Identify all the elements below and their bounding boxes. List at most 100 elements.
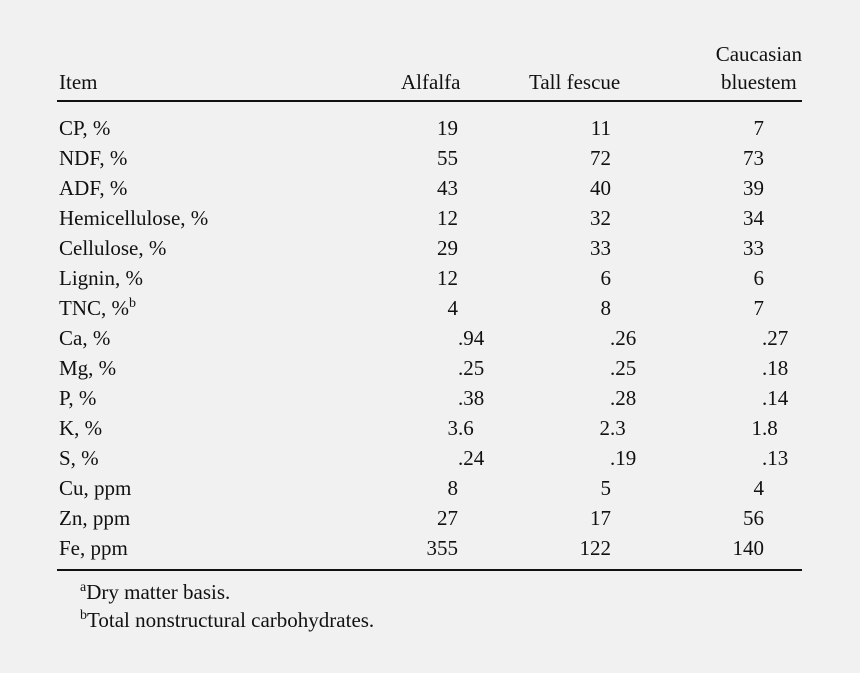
- bottom-rule: [57, 569, 802, 571]
- cell-tall-fescue: 8: [600, 296, 612, 320]
- row-item-label: Lignin, %: [59, 263, 143, 293]
- cell-alfalfa: 3.6: [447, 416, 474, 440]
- cell-alfalfa: 355: [426, 536, 459, 560]
- cell-tall-fescue: 33: [590, 236, 611, 260]
- cell-alfalfa: .38: [458, 386, 485, 410]
- table-row: Ca, % .94 .26 .27: [57, 323, 802, 353]
- cell-tall-fescue: .26: [610, 326, 637, 350]
- cell-alfalfa: 43: [437, 176, 458, 200]
- cell-alfalfa: 55: [437, 146, 458, 170]
- table-header: Item Alfalfa Tall fescue Caucasian blues…: [57, 36, 802, 100]
- row-item-text: Zn, ppm: [59, 506, 131, 530]
- header-caucasian-bluestem: Caucasian bluestem: [716, 40, 802, 96]
- cell-caucasian-bluestem: 6: [753, 266, 765, 290]
- row-item-text: S, %: [59, 446, 99, 470]
- cell-caucasian-bluestem: 7: [753, 116, 765, 140]
- row-item-label: P, %: [59, 383, 96, 413]
- footnote-mark: b: [80, 608, 87, 623]
- row-item-label: Ca, %: [59, 323, 110, 353]
- cell-caucasian-bluestem: 73: [743, 146, 764, 170]
- row-item-text: NDF, %: [59, 146, 128, 170]
- header-caucasian-line2: bluestem: [720, 70, 797, 94]
- cell-caucasian-bluestem: 34: [743, 206, 764, 230]
- cell-caucasian-bluestem: .13: [762, 446, 789, 470]
- row-item-label: TNC, %b: [59, 293, 136, 323]
- row-item-label: Cu, ppm: [59, 473, 131, 503]
- cell-tall-fescue: 11: [590, 116, 611, 140]
- footnote-text: Total nonstructural carbohydrates.: [87, 608, 375, 632]
- row-item-label: K, %: [59, 413, 102, 443]
- cell-tall-fescue: 6: [600, 266, 612, 290]
- cell-tall-fescue: 2.3: [599, 416, 626, 440]
- cell-tall-fescue: 122: [579, 536, 612, 560]
- cell-tall-fescue: 5: [600, 476, 612, 500]
- row-item-label: NDF, %: [59, 143, 127, 173]
- table-row: P, % .38 .28 .14: [57, 383, 802, 413]
- row-item-text: Ca, %: [59, 326, 111, 350]
- table-row: S, % .24 .19 .13: [57, 443, 802, 473]
- cell-caucasian-bluestem: 33: [743, 236, 764, 260]
- row-item-label: ADF, %: [59, 173, 127, 203]
- table-row: TNC, %b 4 8 7: [57, 293, 802, 323]
- cell-tall-fescue: 32: [590, 206, 611, 230]
- table-row: Cu, ppm 8 5 4: [57, 473, 802, 503]
- footnote-mark: a: [80, 580, 87, 595]
- cell-alfalfa: 8: [447, 476, 459, 500]
- table-row: Cellulose, % 29 33 33: [57, 233, 802, 263]
- cell-tall-fescue: 17: [590, 506, 611, 530]
- row-item-text: Hemicellulose, %: [59, 206, 209, 230]
- cell-alfalfa: 19: [437, 116, 458, 140]
- cell-alfalfa: .94: [458, 326, 485, 350]
- table-row: Lignin, % 12 6 6: [57, 263, 802, 293]
- row-item-text: ADF, %: [59, 176, 128, 200]
- cell-tall-fescue: .25: [610, 356, 637, 380]
- cell-tall-fescue: 72: [590, 146, 611, 170]
- footnote: aDry matter basis.: [80, 578, 374, 606]
- cell-tall-fescue: 40: [590, 176, 611, 200]
- row-item-label: Zn, ppm: [59, 503, 130, 533]
- cell-caucasian-bluestem: 39: [743, 176, 764, 200]
- table-row: Zn, ppm 27 17 56: [57, 503, 802, 533]
- cell-caucasian-bluestem: .18: [762, 356, 789, 380]
- cell-alfalfa: 12: [437, 206, 458, 230]
- table-row: Mg, % .25 .25 .18: [57, 353, 802, 383]
- row-item-label: Fe, ppm: [59, 533, 128, 563]
- cell-alfalfa: 29: [437, 236, 458, 260]
- cell-alfalfa: .24: [458, 446, 485, 470]
- cell-caucasian-bluestem: 1.8: [751, 416, 778, 440]
- row-item-text: TNC, %: [59, 296, 129, 320]
- header-item: Item: [59, 70, 98, 94]
- row-item-label: S, %: [59, 443, 99, 473]
- row-item-label: Cellulose, %: [59, 233, 166, 263]
- cell-caucasian-bluestem: 56: [743, 506, 764, 530]
- header-caucasian-line1: Caucasian: [715, 42, 802, 66]
- table-row: NDF, % 55 72 73: [57, 143, 802, 173]
- table-row: CP, % 19 11 7: [57, 113, 802, 143]
- table-row: ADF, % 43 40 39: [57, 173, 802, 203]
- row-item-text: K, %: [59, 416, 103, 440]
- row-item-text: CP, %: [59, 116, 111, 140]
- cell-alfalfa: .25: [458, 356, 485, 380]
- cell-caucasian-bluestem: .14: [762, 386, 789, 410]
- row-item-label: Hemicellulose, %: [59, 203, 208, 233]
- table-row: Fe, ppm 355 122 140: [57, 533, 802, 563]
- row-item-text: Fe, ppm: [59, 536, 128, 560]
- row-item-text: Mg, %: [59, 356, 117, 380]
- cell-caucasian-bluestem: 140: [732, 536, 765, 560]
- cell-alfalfa: 27: [437, 506, 458, 530]
- row-item-text: Lignin, %: [59, 266, 143, 290]
- cell-tall-fescue: .19: [610, 446, 637, 470]
- footnote-marker: b: [129, 296, 136, 311]
- row-item-text: P, %: [59, 386, 97, 410]
- table-row: Hemicellulose, % 12 32 34: [57, 203, 802, 233]
- footnotes: aDry matter basis. bTotal nonstructural c…: [80, 578, 374, 634]
- cell-tall-fescue: .28: [610, 386, 637, 410]
- table-row: K, % 3.6 2.3 1.8: [57, 413, 802, 443]
- row-item-label: CP, %: [59, 113, 110, 143]
- header-rule: [57, 100, 802, 102]
- cell-caucasian-bluestem: 7: [753, 296, 765, 320]
- cell-caucasian-bluestem: 4: [753, 476, 765, 500]
- header-alfalfa: Alfalfa: [401, 70, 461, 94]
- header-tall-fescue: Tall fescue: [529, 70, 621, 94]
- footnote: bTotal nonstructural carbohydrates.: [80, 606, 374, 634]
